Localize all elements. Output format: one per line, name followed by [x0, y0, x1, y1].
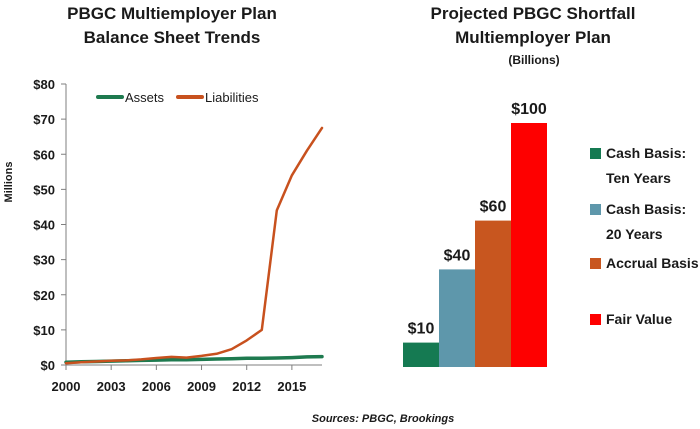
- right-chart-title: Multiemployer Plan: [455, 28, 611, 47]
- y-tick-label: $80: [33, 77, 55, 92]
- legend-label: Fair Value: [606, 311, 672, 327]
- right-chart-title: Projected PBGC Shortfall: [431, 4, 636, 23]
- x-tick-label: 2012: [232, 379, 261, 394]
- y-tick-label: $0: [41, 358, 55, 373]
- bar: [403, 342, 439, 367]
- series-line-liabilities: [64, 126, 324, 365]
- y-tick-label: $20: [33, 288, 55, 303]
- bar-value-label: $40: [444, 247, 471, 264]
- y-tick-label: $70: [33, 112, 55, 127]
- bar: [475, 220, 511, 367]
- legend-label: Ten Years: [606, 170, 671, 186]
- y-tick-label: $30: [33, 253, 55, 268]
- source-note: Sources: PBGC, Brookings: [312, 413, 454, 425]
- bar-value-label: $10: [408, 321, 435, 338]
- bar-value-label: $60: [480, 199, 507, 216]
- legend-label-assets: Assets: [125, 90, 165, 105]
- legend-label: Cash Basis:: [606, 201, 686, 217]
- legend-label: Accrual Basis: [606, 255, 699, 271]
- x-tick-label: 2003: [97, 379, 126, 394]
- y-tick-label: $50: [33, 182, 55, 197]
- right-chart-subtitle: (Billions): [508, 53, 559, 67]
- legend-label-liabilities: Liabilities: [205, 90, 259, 105]
- x-tick-label: 2000: [52, 379, 81, 394]
- legend-label: 20 Years: [606, 226, 663, 242]
- x-tick-label: 2006: [142, 379, 171, 394]
- legend-swatch: [590, 314, 601, 325]
- bar: [511, 123, 547, 367]
- bar: [439, 269, 475, 367]
- legend-swatch: [590, 258, 601, 269]
- y-tick-label: $40: [33, 218, 55, 233]
- y-tick-label: $60: [33, 147, 55, 162]
- left-chart-title: PBGC Multiemployer Plan: [67, 4, 277, 23]
- left-chart-title: Balance Sheet Trends: [84, 28, 261, 47]
- legend-swatch: [590, 148, 601, 159]
- bar-value-label: $100: [511, 101, 547, 118]
- x-tick-label: 2009: [187, 379, 216, 394]
- y-tick-label: $10: [33, 323, 55, 338]
- x-tick-label: 2015: [277, 379, 306, 394]
- y-axis-label: Millions: [3, 162, 15, 203]
- legend-swatch: [590, 204, 601, 215]
- legend-label: Cash Basis:: [606, 145, 686, 161]
